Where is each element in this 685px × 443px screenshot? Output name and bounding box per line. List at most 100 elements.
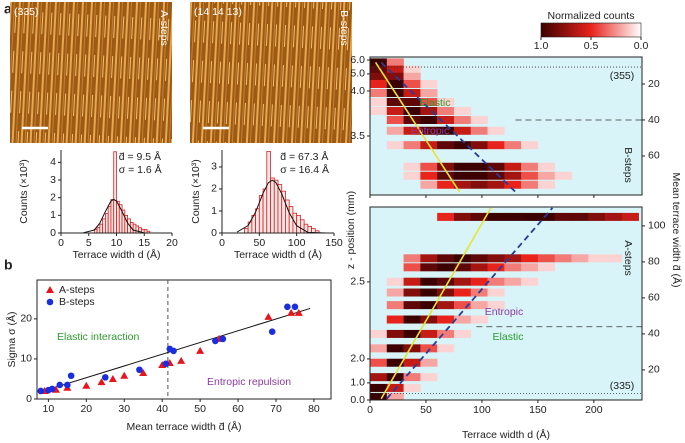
heatmap-cell (386, 329, 404, 338)
heatmap-cell (403, 329, 421, 338)
marker (56, 381, 64, 389)
guide-line (380, 61, 517, 193)
heatmap-cell (521, 89, 538, 97)
heatmap-cell (453, 277, 472, 286)
heatmap-cell (521, 141, 539, 150)
y-tick-label: 1.0 (350, 377, 365, 389)
heatmap-cell (386, 65, 404, 74)
heatmap-cell (403, 162, 421, 171)
bar (273, 179, 279, 234)
heatmap-cell (504, 373, 521, 381)
y-tick-label: 2 (211, 183, 217, 195)
heatmap-cell (555, 289, 572, 297)
x-axis-label: Terrace width d (Å) (234, 248, 322, 261)
heatmap-cell (538, 359, 555, 367)
heatmap-cell (403, 288, 421, 297)
annotation: Entropic (485, 306, 524, 318)
heatmap-cell (370, 289, 387, 297)
heatmap-cell (622, 344, 639, 352)
heatmap-cell (386, 79, 404, 88)
heatmap-cell (453, 301, 472, 310)
annotation: A-steps (622, 240, 634, 276)
heatmap-cell (555, 384, 572, 392)
guide-line (386, 207, 554, 400)
heatmap-cell (555, 98, 572, 106)
heatmap-cell (555, 263, 572, 271)
heatmap-cell (588, 66, 605, 74)
y2-tick-label: 40 (648, 114, 660, 126)
heatmap-cell (622, 316, 639, 324)
plot-frame (369, 206, 643, 401)
x-tick-label: 20 (80, 403, 92, 415)
heatmap-cell (404, 213, 421, 221)
heatmap-cell (605, 98, 622, 106)
y-tick-label: 3 (211, 161, 217, 173)
marker (196, 346, 205, 354)
heatmap-cell (453, 288, 472, 297)
legend-label: A-steps (59, 284, 95, 296)
y2-tick-label: 20 (648, 364, 660, 376)
heatmap-cell (453, 162, 472, 171)
y-tick-label: 10 (20, 353, 32, 365)
heatmap-cell (386, 358, 404, 367)
colorbar-tick-label: 0.0 (634, 40, 649, 52)
bar (105, 213, 109, 234)
heatmap-cell (521, 58, 538, 66)
heatmap-cell (571, 172, 588, 180)
heatmap-cell (403, 65, 421, 74)
heatmap-cell (555, 107, 572, 115)
heatmap-cell (555, 316, 572, 324)
marker (67, 372, 75, 380)
x-tick-label: 10 (111, 237, 123, 249)
heatmap-cell (453, 180, 472, 189)
marker (177, 356, 186, 364)
heatmap-cell (386, 97, 404, 106)
heatmap-cell (521, 254, 539, 263)
heatmap-cell (387, 181, 404, 189)
heatmap-cell (420, 384, 437, 392)
heatmap-cell (387, 163, 404, 171)
heatmap-cell (521, 98, 538, 106)
heatmap-cell (521, 316, 538, 324)
heatmap-cell (571, 301, 588, 309)
y-axis-label: z - position (mm) (345, 191, 357, 269)
colorbar-tick-label: 1.0 (534, 40, 549, 52)
x-axis-label: Mean terrace width d̃ (Å) (127, 420, 242, 433)
y-tick-label: 0 (50, 227, 56, 239)
heatmap-cell (471, 66, 488, 74)
heatmap-cell (437, 288, 455, 297)
heatmap-cell (370, 163, 387, 171)
heatmap-cell (504, 58, 521, 66)
heatmap-cell (370, 392, 388, 400)
heatmap-cell (555, 330, 572, 338)
heatmap-cell (588, 359, 605, 367)
heatmap-cell (605, 330, 622, 338)
heatmap-cell (537, 263, 555, 272)
heatmap-cell (521, 344, 538, 352)
heatmap-cell (504, 162, 522, 171)
heatmap-cell (588, 263, 605, 271)
y-tick-label: 6.0 (350, 54, 365, 66)
heatmap-cell (504, 289, 521, 297)
heatmap-cell (403, 106, 421, 115)
annotation: (355) (610, 70, 635, 82)
heatmap-cell (386, 126, 404, 135)
annotation: (335) (610, 380, 635, 392)
y-tick-label: 0 (26, 393, 32, 405)
marker (294, 308, 303, 316)
heatmap-cell (471, 80, 488, 88)
heatmap-cell (504, 80, 521, 88)
heatmap-cell (605, 107, 622, 115)
heatmap-cell (386, 373, 404, 382)
heatmap-cell (370, 97, 388, 106)
heatmap-cell (370, 181, 387, 189)
heatmap-cell (588, 289, 605, 297)
heatmap-panel (370, 57, 642, 195)
heatmap-cell (488, 116, 505, 124)
heatmap-cell (370, 213, 387, 221)
bar (266, 151, 271, 234)
heatmap-cell (454, 80, 471, 88)
stm-image: (14 14 13) B-steps (190, 2, 352, 143)
heatmap-cell (605, 359, 622, 367)
heatmap-cell (538, 289, 555, 297)
